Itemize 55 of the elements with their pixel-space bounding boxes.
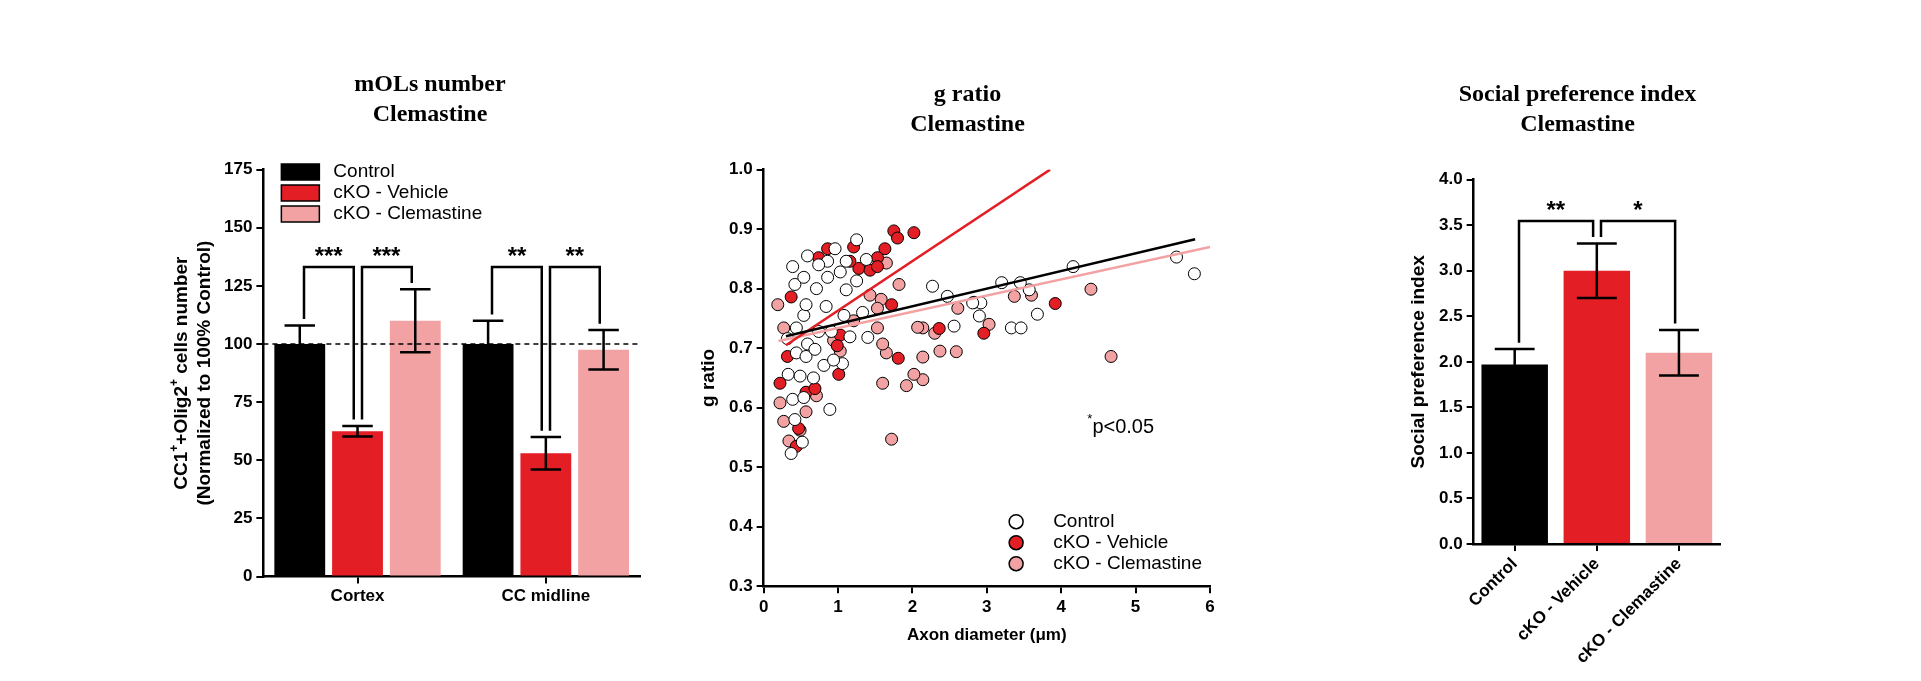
y-tick-label: 150 [223,217,253,237]
y-tick-label: 2.5 [1438,305,1463,325]
y-tick-label: 0.7 [728,337,753,357]
chart-subtitle: Clemastine [910,110,1026,137]
chart-title: mOLs number [354,69,507,96]
annotation: *** [372,242,402,269]
y-tick-label: 75 [233,391,253,411]
chart-subtitle: Clemastine [372,100,488,127]
x-tick-label: CC midline [501,586,591,606]
x-tick-label: 2 [907,597,918,617]
y-axis-title: g ratio [697,348,719,407]
y-tick-label: 4.0 [1438,169,1463,189]
x-tick-label: 5 [1130,597,1141,617]
x-tick-label: 1 [833,597,843,617]
y-tick-label: 100 [223,333,253,353]
y-tick-label: 50 [233,450,253,469]
annotation: ** [1546,196,1566,223]
y-tick-label: 0.5 [1438,488,1463,508]
y-tick-label: 0.0 [1438,533,1463,553]
annotation: *** [314,242,344,269]
y-tick-label: 25 [233,508,253,528]
annotation: ** [565,242,585,269]
y-tick-label: 0 [242,566,253,586]
annotation: ** [507,242,527,269]
x-tick-label: 4 [1056,597,1067,617]
legend-label: Control [1053,509,1115,531]
x-tick-label: 6 [1205,597,1215,617]
y-tick-label: 0.4 [728,516,754,536]
chart-title: Social preference index [1458,79,1697,106]
legend-label: Control [333,160,395,182]
y-axis-title: Social preference index [1407,254,1429,469]
legend-label: cKO - Vehicle [333,181,449,203]
y-tick-label: 0.5 [728,456,753,476]
y-tick-label: 1.0 [728,159,753,179]
y-tick-label: 1.0 [1438,442,1463,462]
y-tick-label: 0.3 [728,575,753,595]
y-tick-label: 3.5 [1438,214,1463,234]
y-tick-label: 0.6 [728,397,753,417]
x-tick-label: 3 [982,597,992,617]
y-tick-label: 175 [223,159,253,179]
y-tick-label: 0.9 [728,218,753,238]
annotation: *p<0.05 [1087,411,1155,438]
annotation: * [1633,196,1644,223]
chart-title: g ratio [933,79,1002,106]
x-tick-label: Cortex [330,586,385,606]
y-tick-label: 2.0 [1438,351,1463,371]
y-tick-label: 0.8 [728,278,753,298]
chart-subtitle: Clemastine [1520,110,1636,137]
x-tick-label: 0 [758,597,769,617]
y-tick-label: 1.5 [1438,397,1463,417]
legend-label: cKO - Vehicle [1053,530,1169,552]
y-tick-label: 125 [223,275,253,295]
y-tick-label: 3.0 [1438,260,1463,280]
x-axis-title: Axon diameter (μm) [906,625,1067,645]
legend-label: cKO - Clemastine [333,202,483,224]
